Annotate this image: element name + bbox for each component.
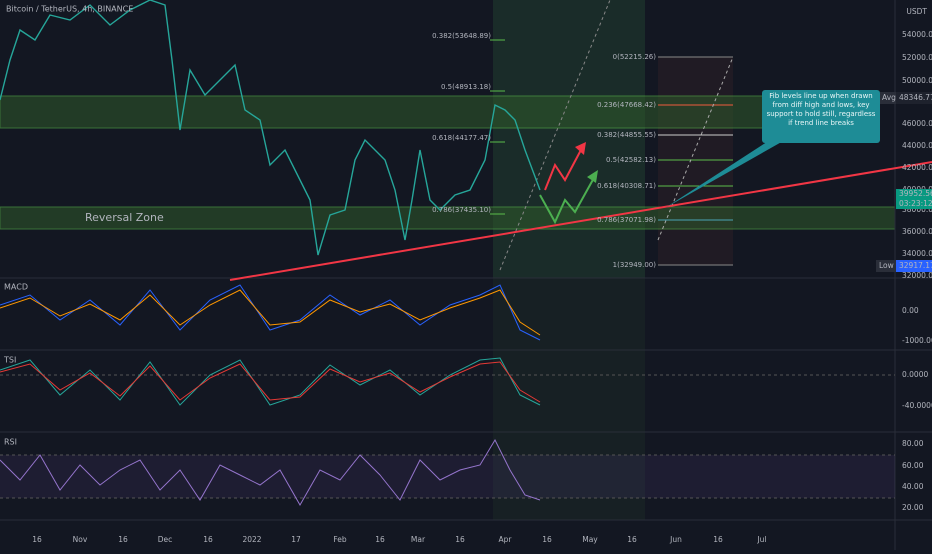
time-label: Dec [158, 535, 173, 544]
fib-label: 1(32949.00) [613, 261, 657, 269]
labels: Bitcoin / TetherUS, 4h, BINANCE USDT 54000… [3, 5, 932, 544]
price-label: 44000.00 [902, 141, 932, 150]
zone-label: Reversal Zone [85, 211, 164, 224]
pane-label: 60.00 [902, 461, 924, 470]
fib-lines [490, 39, 733, 266]
date-range [493, 0, 645, 278]
time-label: 16 [32, 535, 42, 544]
pane-label: -1000.00 [902, 336, 932, 345]
fib-label: 0.5(48913.18) [441, 83, 491, 91]
time-label: 16 [627, 535, 637, 544]
arrow-head [575, 142, 586, 155]
fib-label: 0.786(37071.98) [597, 216, 656, 224]
time-label: 16 [203, 535, 213, 544]
pane-label: 0.00 [902, 306, 919, 315]
callout-pointer [665, 140, 785, 208]
symbol: Bitcoin / TetherUS, 4h, BINANCE [6, 5, 133, 14]
trend-projection [499, 0, 611, 271]
countdown: 03:23:12 [899, 199, 932, 208]
avg-tag-text: Avg [882, 93, 896, 102]
low-tag [876, 260, 896, 272]
price-label: 32000.00 [902, 271, 932, 280]
arrow-head [587, 170, 598, 183]
pane-title: TSI [3, 356, 16, 365]
time-label: 16 [455, 535, 465, 544]
pane-label: 20.00 [902, 503, 924, 512]
time-label: Mar [411, 535, 426, 544]
avg-tag [880, 92, 896, 104]
time-label: 16 [375, 535, 385, 544]
price-label: 38000.00 [902, 205, 932, 214]
low-value: 32917.17 [899, 261, 932, 270]
tsi-line [0, 357, 541, 406]
time-label: 17 [291, 535, 301, 544]
pane-label: 0.0000 [902, 370, 928, 379]
low-tag-text: Low [879, 261, 894, 270]
pane-label: 80.00 [902, 439, 924, 448]
pane-label: -40.0000 [902, 401, 932, 410]
pane-title: RSI [4, 438, 17, 447]
callout-text-box: Fib levels line up when drawn from diff … [766, 92, 876, 127]
time-label: May [582, 535, 598, 544]
red-arrow [544, 147, 583, 191]
time-label: 2022 [242, 535, 261, 544]
avg-value: 48346.77 [899, 93, 932, 102]
fib-area [658, 57, 733, 265]
time-label: Jun [669, 535, 682, 544]
pane-label: 40.00 [902, 482, 924, 491]
callout-text: Fib levels line up when drawn from diff … [766, 92, 876, 127]
macd-line [0, 284, 541, 341]
price-label: 52000.00 [902, 53, 932, 62]
time-label: 16 [118, 535, 128, 544]
time-label: 16 [713, 535, 723, 544]
price-label: 54000.00 [902, 30, 932, 39]
fib-diagonal [657, 56, 734, 241]
fib-label: 0(52215.26) [613, 53, 657, 61]
fib-label: 0.618(40308.71) [597, 182, 656, 190]
time-label: Jul [756, 535, 766, 544]
zone [0, 95, 866, 129]
price-label: 42000.00 [902, 163, 932, 172]
time-label: Feb [333, 535, 347, 544]
signal-line [0, 289, 541, 336]
time-label: 16 [542, 535, 552, 544]
tsi-signal [0, 361, 541, 403]
fib-label: 0.5(42582.13) [606, 156, 656, 164]
price-label: 46000.00 [902, 119, 932, 128]
fib-label: 0.382(44855.55) [597, 131, 656, 139]
rsi [0, 438, 541, 507]
trendline [229, 161, 932, 281]
last-box [896, 189, 932, 209]
low-box [896, 260, 932, 272]
time-label: Apr [499, 535, 513, 544]
price [0, 0, 541, 256]
fib-label: 0.618(44177.47) [432, 134, 491, 142]
last-value: 39952.56 [899, 189, 932, 198]
green-arrow [539, 175, 596, 225]
callout [762, 90, 880, 143]
date-range [493, 278, 645, 520]
time-label: Nov [73, 535, 88, 544]
price-label: 34000.00 [902, 249, 932, 258]
fib-label: 0.382(53648.89) [432, 32, 491, 40]
avg-box [896, 92, 932, 104]
price-label: 50000.00 [902, 76, 932, 85]
fib-label: 0.236(47668.42) [597, 101, 656, 109]
fib-label: 0.786(37435.10) [432, 206, 491, 214]
currency: USDT [906, 7, 927, 16]
price-label: 36000.00 [902, 227, 932, 236]
pane-title: MACD [4, 283, 28, 292]
